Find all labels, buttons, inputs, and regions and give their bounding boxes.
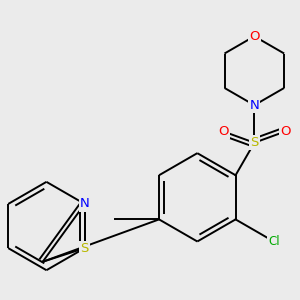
Text: S: S — [250, 136, 259, 149]
Text: N: N — [250, 99, 259, 112]
Text: Cl: Cl — [268, 235, 280, 248]
Text: O: O — [280, 125, 291, 138]
Text: N: N — [80, 197, 90, 210]
Text: S: S — [80, 242, 89, 255]
Text: O: O — [218, 125, 229, 138]
Text: O: O — [249, 30, 260, 43]
